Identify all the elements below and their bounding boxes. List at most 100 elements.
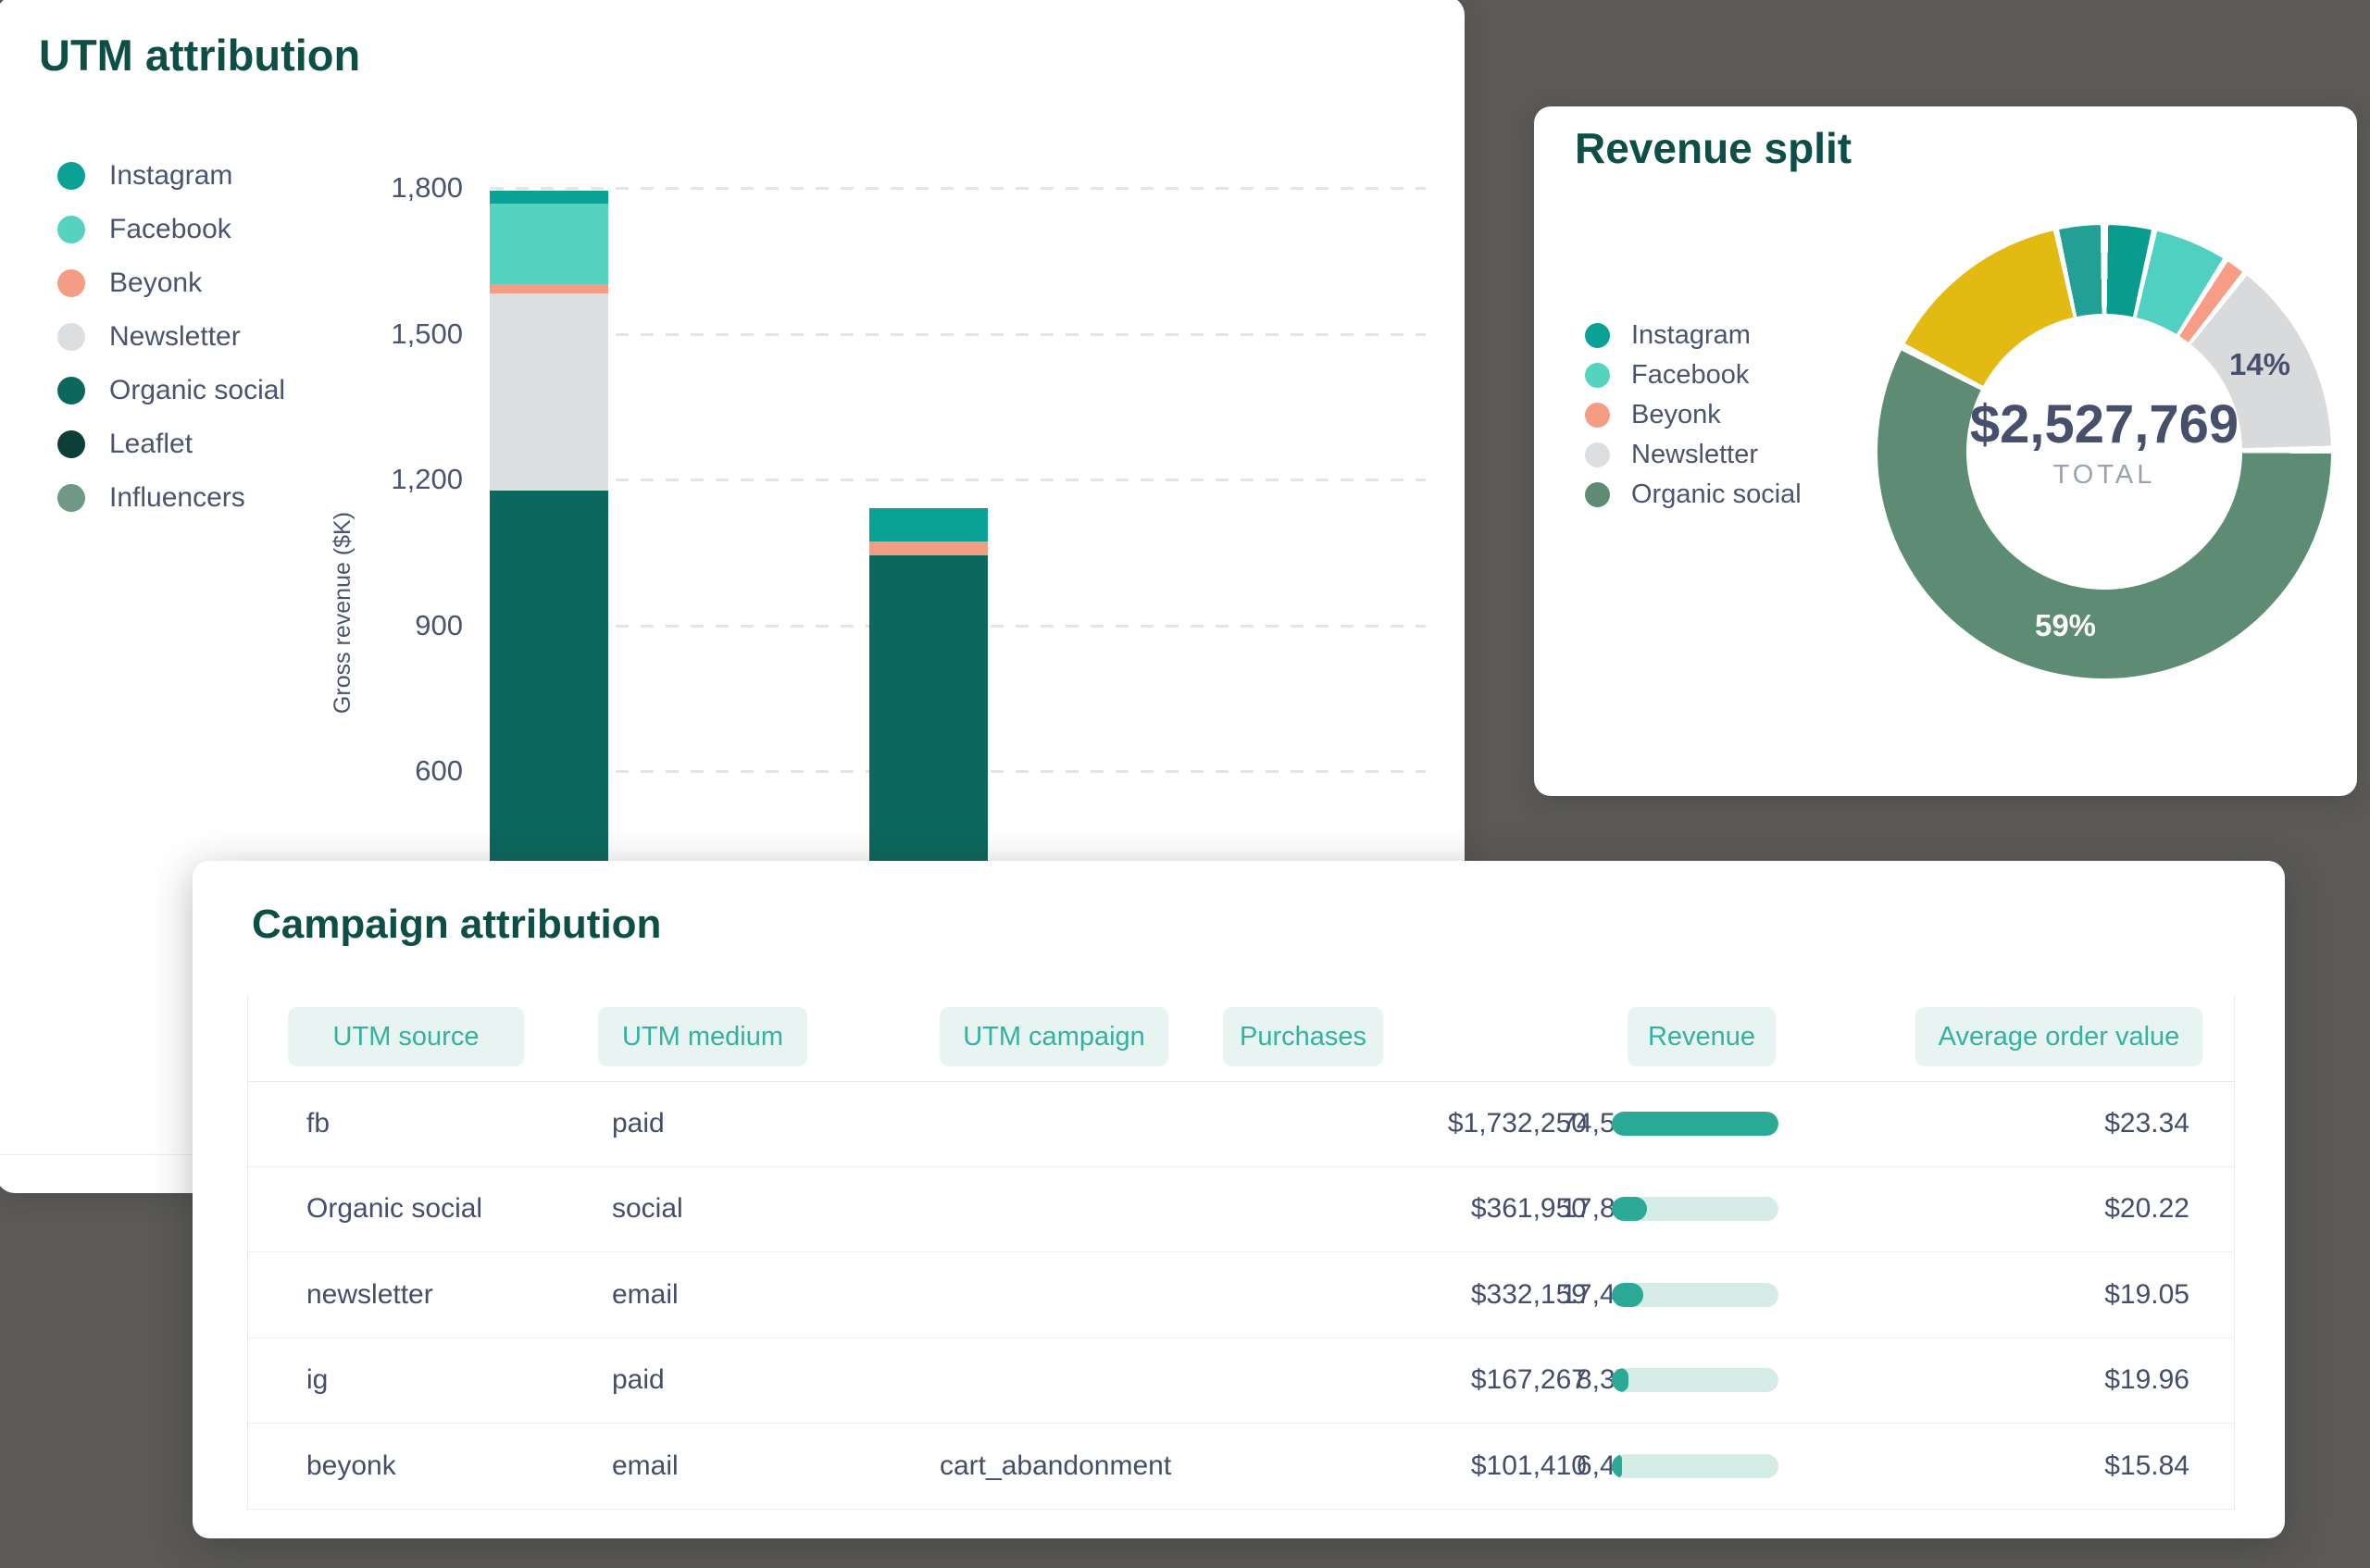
legend-label: Facebook <box>1631 360 1750 390</box>
legend-dot-icon <box>57 216 85 243</box>
cell-utm-campaign: cart_abandonment <box>940 1450 1172 1481</box>
bar-segment-newsletter[interactable] <box>490 293 608 491</box>
donut-total-label: TOTAL <box>2052 460 2156 490</box>
cell-average-order-value: $19.05 <box>2104 1278 2189 1310</box>
revenue-split-card: Revenue split Instagram Facebook Beyonk New… <box>1534 106 2357 796</box>
utm-attribution-title: UTM attribution <box>39 31 361 80</box>
utm-legend-item-facebook[interactable]: Facebook <box>57 203 285 256</box>
utm-legend-item-leaflet[interactable]: Leaflet <box>57 417 285 471</box>
y-axis-tick-label: 900 <box>415 608 463 641</box>
column-header-utm-medium[interactable]: UTM medium <box>598 1007 807 1066</box>
column-header-revenue[interactable]: Revenue <box>1628 1007 1776 1066</box>
revenue-progress-fill <box>1612 1112 1778 1136</box>
rev-legend-item-beyonk[interactable]: Beyonk <box>1585 395 1802 435</box>
table-row: fb paid 74,536 $1,732,250 $23.34 <box>248 1081 2234 1167</box>
legend-dot-icon <box>57 484 85 512</box>
bar-segment-instagram[interactable] <box>490 191 608 205</box>
rev-legend-item-instagram[interactable]: Instagram <box>1585 316 1802 355</box>
utm-legend-item-beyonk[interactable]: Beyonk <box>57 256 285 310</box>
revenue-progress-fill <box>1612 1453 1622 1478</box>
legend-label: Newsletter <box>109 321 241 352</box>
utm-legend-item-instagram[interactable]: Instagram <box>57 149 285 203</box>
table-row: igpaid8,376$167,267$19.96 <box>248 1338 2234 1425</box>
column-header-utm-source[interactable]: UTM source <box>288 1007 524 1066</box>
campaign-table: UTM source UTM medium UTM campaign Purch… <box>247 995 2235 1510</box>
legend-label: Instagram <box>109 160 233 191</box>
bar-segment-facebook[interactable] <box>490 204 608 285</box>
legend-dot-icon <box>1585 482 1610 507</box>
legend-label: Beyonk <box>109 268 203 298</box>
legend-dot-icon <box>57 377 85 404</box>
cell-revenue: $361,950 <box>1470 1193 1587 1225</box>
gridline <box>491 187 1426 190</box>
utm-legend: Instagram Facebook Beyonk Newsletter Organic… <box>57 149 285 525</box>
cell-revenue: $167,267 <box>1470 1364 1587 1396</box>
legend-dot-icon <box>1585 363 1610 388</box>
revenue-progress-fill <box>1612 1282 1644 1307</box>
donut-hole <box>1966 314 2242 590</box>
newsletter-slice-label: 14% <box>2228 347 2291 381</box>
cell-utm-medium: email <box>612 1278 679 1310</box>
column-header-average-order-value[interactable]: Average order value <box>1915 1007 2202 1066</box>
rev-legend-item-facebook[interactable]: Facebook <box>1585 355 1802 395</box>
revenue-progress-track <box>1612 1112 1778 1136</box>
y-axis-tick-label: 1,500 <box>391 317 463 350</box>
bar-segment-beyonk[interactable] <box>490 284 608 294</box>
table-row: newsletter email 17,432 $332,159 $19.05 <box>248 1252 2234 1338</box>
revenue-legend: Instagram Facebook Beyonk Newsletter Organic… <box>1585 316 1802 515</box>
utm-legend-item-influencers[interactable]: Influencers <box>57 471 285 525</box>
organic-slice-label: 59% <box>2034 608 2097 642</box>
utm-legend-item-organic-social[interactable]: Organic social <box>57 364 285 417</box>
cell-revenue: $1,732,250 <box>1447 1108 1587 1139</box>
legend-label: Beyonk <box>1631 400 1721 429</box>
cell-utm-medium: email <box>612 1450 679 1481</box>
rev-legend-item-newsletter[interactable]: Newsletter <box>1585 435 1802 475</box>
legend-label: Influencers <box>109 482 245 513</box>
revenue-progress-track <box>1612 1453 1778 1478</box>
legend-dot-icon <box>1585 442 1610 467</box>
legend-dot-icon <box>57 323 85 351</box>
column-header-utm-campaign[interactable]: UTM campaign <box>940 1007 1168 1066</box>
campaign-attribution-card: Campaign attribution UTM source UTM medi… <box>193 861 2285 1538</box>
legend-label: Leaflet <box>109 429 193 459</box>
legend-dot-icon <box>1585 323 1610 348</box>
cell-utm-source: newsletter <box>306 1278 433 1310</box>
card-bottom-divider <box>0 1154 241 1155</box>
legend-dot-icon <box>57 430 85 458</box>
legend-label: Facebook <box>109 214 231 244</box>
legend-label: Newsletter <box>1631 440 1758 469</box>
cell-utm-medium: paid <box>612 1364 665 1396</box>
legend-label: Instagram <box>1631 320 1751 350</box>
revenue-progress-track <box>1612 1282 1778 1307</box>
legend-dot-icon <box>1585 403 1610 428</box>
y-axis-tick-label: 1,800 <box>391 171 463 204</box>
utm-legend-item-newsletter[interactable]: Newsletter <box>57 310 285 364</box>
bar-segment-beyonk[interactable] <box>869 541 988 556</box>
cell-utm-source: Organic social <box>306 1193 483 1225</box>
rev-legend-item-organic-social[interactable]: Organic social <box>1585 475 1802 515</box>
y-axis-tick-label: 600 <box>415 754 463 787</box>
cell-average-order-value: $19.96 <box>2104 1364 2189 1396</box>
gridline <box>491 479 1426 481</box>
cell-average-order-value: $23.34 <box>2104 1108 2189 1139</box>
revenue-progress-track <box>1612 1197 1778 1222</box>
cell-revenue: $101,410 <box>1470 1450 1587 1481</box>
revenue-split-title: Revenue split <box>1575 124 1852 172</box>
table-row: beyonkemailcart_abandonment6,402$101,410… <box>248 1424 2234 1510</box>
y-axis-tick-label: 1,200 <box>391 463 463 495</box>
cell-revenue: $332,159 <box>1470 1278 1587 1310</box>
legend-label: Organic social <box>1631 479 1802 509</box>
revenue-progress-fill <box>1612 1197 1647 1222</box>
cell-utm-source: ig <box>306 1364 329 1396</box>
legend-label: Organic social <box>109 375 286 405</box>
column-header-purchases[interactable]: Purchases <box>1223 1007 1383 1066</box>
bar-segment-instagram[interactable] <box>869 507 988 542</box>
cell-average-order-value: $15.84 <box>2104 1450 2189 1481</box>
campaign-attribution-title: Campaign attribution <box>252 902 662 947</box>
legend-dot-icon <box>57 269 85 297</box>
revenue-progress-track <box>1612 1368 1778 1393</box>
cell-utm-source: beyonk <box>306 1450 396 1481</box>
legend-dot-icon <box>57 162 85 190</box>
table-row: Organic social social 17,894 $361,950 $20.22 <box>248 1166 2234 1253</box>
